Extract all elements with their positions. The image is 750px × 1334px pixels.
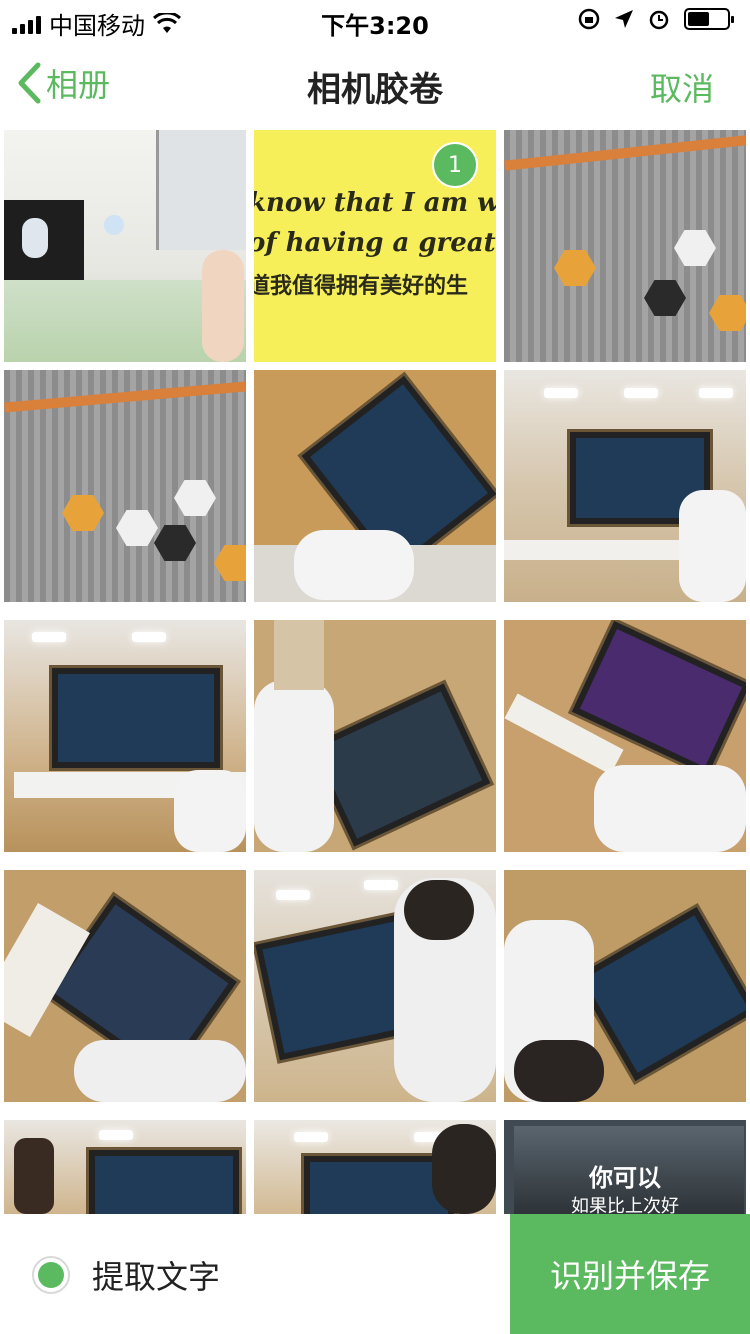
alarm-icon (648, 8, 670, 30)
bottom-bar: 提取文字 识别并保存 (0, 1214, 750, 1334)
cancel-button[interactable]: 取消 (650, 64, 714, 110)
extract-text-toggle[interactable]: 提取文字 (32, 1252, 220, 1298)
quote-line-2: of having a great life (254, 228, 496, 258)
photo-thumbnail[interactable] (504, 130, 746, 362)
quote-line-3: 道我值得拥有美好的生 (254, 268, 468, 300)
location-icon (614, 9, 634, 29)
photo-thumbnail[interactable] (254, 1120, 496, 1214)
photo-grid: know that I am wort of having a great li… (0, 128, 750, 1214)
photo-thumbnail[interactable] (504, 870, 746, 1102)
photo-thumbnail[interactable] (4, 620, 246, 852)
extract-radio[interactable] (32, 1256, 70, 1294)
battery-icon (684, 8, 730, 30)
battery-level (688, 12, 709, 26)
photo-thumbnail[interactable] (4, 870, 246, 1102)
selection-badge: 1 (432, 142, 478, 188)
photo-thumbnail[interactable] (254, 370, 496, 602)
photo-thumbnail[interactable]: 你可以 如果比上次好 (504, 1120, 746, 1214)
recognize-save-button[interactable]: 识别并保存 (510, 1214, 750, 1334)
photo-thumbnail-selected[interactable]: know that I am wort of having a great li… (254, 130, 496, 362)
photo-thumbnail[interactable] (4, 1120, 246, 1214)
screen-text-2: 如果比上次好 (504, 1192, 746, 1214)
photo-thumbnail[interactable] (504, 620, 746, 852)
extract-text-label: 提取文字 (92, 1252, 220, 1298)
photo-thumbnail[interactable] (254, 620, 496, 852)
photo-thumbnail[interactable] (4, 370, 246, 602)
photo-thumbnail[interactable] (254, 870, 496, 1102)
status-right (578, 8, 730, 30)
navigation-bar: 相册 相机胶卷 取消 (0, 40, 750, 128)
screen-text-1: 你可以 (504, 1158, 746, 1193)
photo-thumbnail[interactable] (504, 370, 746, 602)
radio-checked-dot (38, 1262, 64, 1288)
page-title: 相机胶卷 (0, 62, 750, 111)
quote-line-1: know that I am wort (254, 188, 496, 218)
photo-thumbnail[interactable] (4, 130, 246, 362)
rotation-lock-icon (578, 8, 600, 30)
status-bar: 中国移动 下午3:20 (0, 0, 750, 40)
